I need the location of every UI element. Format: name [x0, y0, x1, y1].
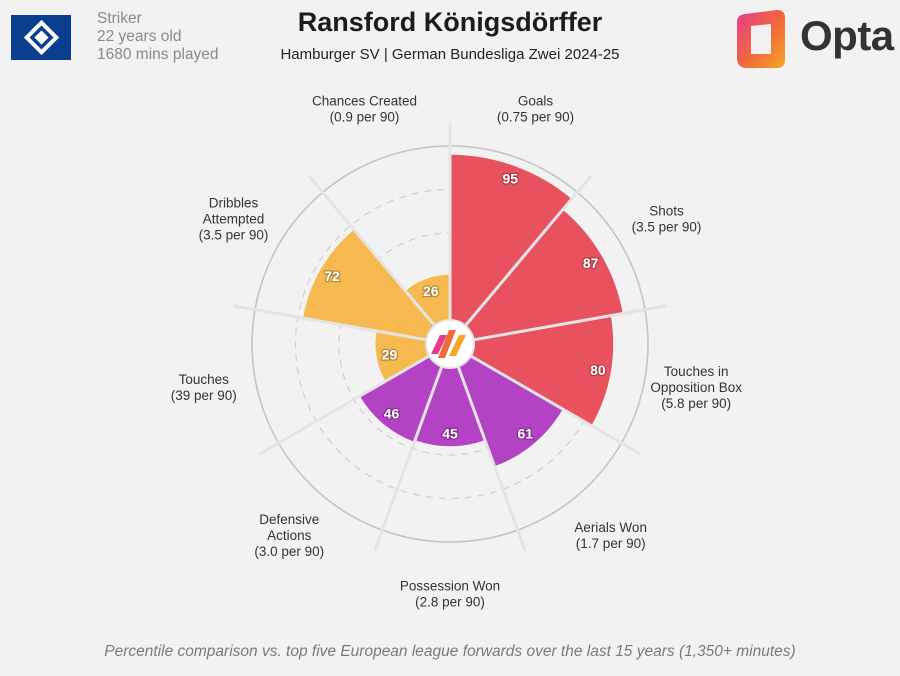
- value-label-possession-won: 45: [442, 425, 458, 441]
- footnote: Percentile comparison vs. top five Europ…: [104, 643, 796, 660]
- spoke: [373, 366, 444, 552]
- spoke: [464, 174, 593, 327]
- metric-label-shots: Shots (3.5 per 90): [632, 204, 702, 235]
- opta-logo-icon: [737, 10, 785, 68]
- player-subtitle: Hamburger SV | German Bundesliga Zwei 20…: [280, 46, 620, 63]
- player-minutes: 1680 mins played: [97, 46, 219, 63]
- bar-touches-in-opposition-box: [470, 315, 614, 426]
- radar-value-labels: 95 87 80 61 45 46 29 72 26: [323, 169, 607, 443]
- metric-label-aerials-won: Aerials Won (1.7 per 90): [574, 520, 647, 551]
- spoke: [307, 174, 436, 327]
- spoke: [233, 304, 427, 342]
- metric-label-defensive-actions: Defensive Actions (3.0 per 90): [254, 512, 324, 559]
- value-label-touches: 29: [382, 347, 398, 363]
- metric-label-dribbles-attempted: Dribbles Attempted (3.5 per 90): [199, 196, 269, 243]
- value-label-dribbles-attempted: 72: [324, 268, 340, 284]
- spoke: [473, 304, 667, 342]
- metric-label-goals: Goals (0.75 per 90): [497, 94, 574, 125]
- value-label-shots: 87: [583, 255, 599, 271]
- metric-label-chances-created: Chances Created (0.9 per 90): [312, 94, 417, 125]
- radar-spokes: [233, 124, 667, 552]
- value-label-goals: 95: [503, 170, 519, 186]
- metric-label-touches-in-opposition-box: Touches in Opposition Box (5.8 per 90): [650, 364, 742, 411]
- bar-dribbles-attempted: [302, 229, 435, 340]
- value-label-aerials-won: 61: [518, 426, 534, 442]
- bar-shots: [465, 209, 623, 340]
- metric-label-possession-won: Possession Won (2.8 per 90): [400, 579, 500, 610]
- center-logo-icon: [425, 319, 475, 369]
- value-label-chances-created: 26: [423, 283, 439, 299]
- spoke: [470, 354, 642, 456]
- metric-label-touches: Touches (39 per 90): [171, 372, 237, 403]
- player-meta: Striker 22 years old 1680 mins played: [97, 10, 219, 64]
- spoke: [456, 366, 527, 552]
- player-name-title: Ransford Königsdörffer: [297, 7, 603, 37]
- player-position: Striker: [97, 10, 142, 27]
- bar-aerials-won: [458, 356, 563, 467]
- value-label-touches-in-opposition-box: 80: [590, 362, 606, 378]
- value-label-defensive-actions: 46: [384, 406, 400, 422]
- bar-chances-created: [405, 274, 450, 326]
- bar-goals: [450, 154, 572, 326]
- radar-bars: [302, 154, 623, 467]
- opta-wordmark: Opta: [800, 12, 894, 59]
- bar-touches: [375, 331, 430, 382]
- bar-possession-won: [415, 366, 485, 447]
- spoke: [258, 354, 430, 456]
- hamburger-sv-badge: [11, 15, 71, 60]
- radar-metric-labels: Goals (0.75 per 90) Shots (3.5 per 90) Touch…: [171, 94, 742, 610]
- player-age: 22 years old: [97, 28, 182, 45]
